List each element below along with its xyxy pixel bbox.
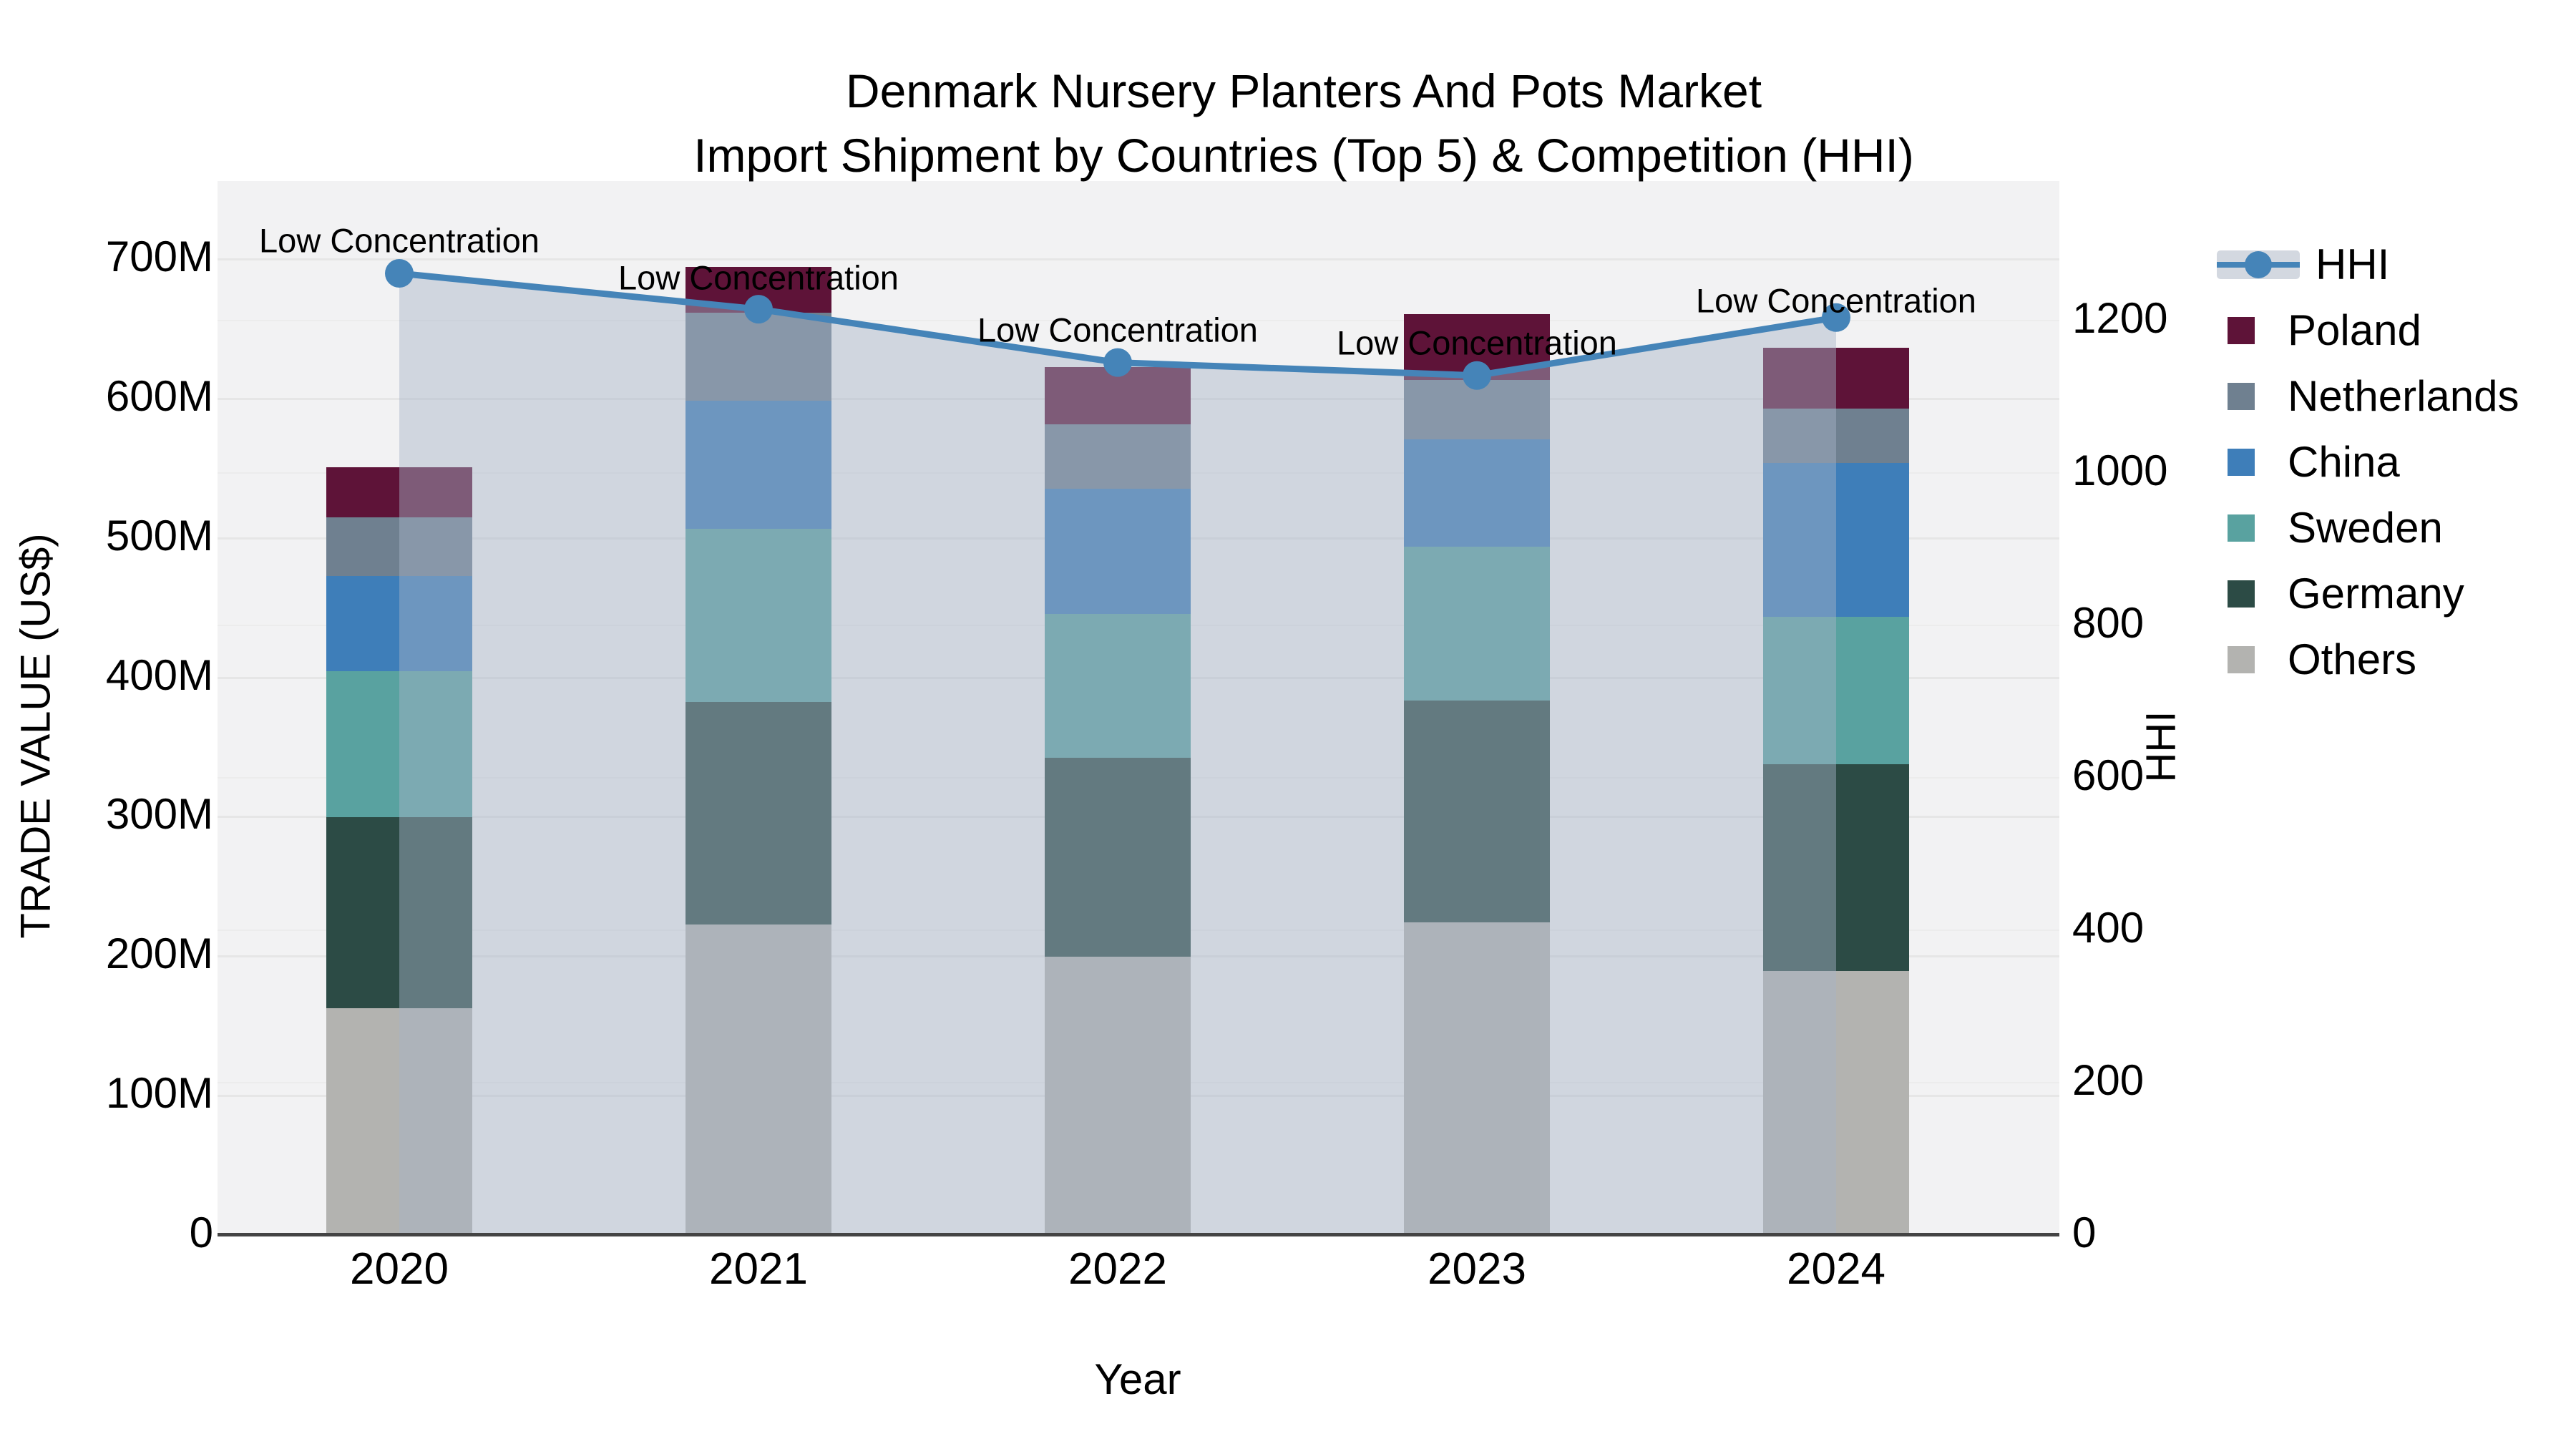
right-tick-1200: 1200 <box>2072 294 2168 342</box>
annotation-low-concentration-2022: Low Concentration <box>977 311 1258 349</box>
legend-label: China <box>2288 438 2400 486</box>
left-tick-400M: 400M <box>105 650 213 699</box>
legend-item-hhi[interactable]: HHI <box>2217 243 2389 286</box>
bar-segment-2023-others[interactable] <box>1404 922 1550 1234</box>
legend-item-germany[interactable]: Germany <box>2217 572 2464 615</box>
legend-label: Netherlands <box>2288 372 2519 420</box>
hhi-marker-2024[interactable] <box>1822 303 1850 332</box>
annotation-low-concentration-2021: Low Concentration <box>618 258 899 297</box>
annotation-low-concentration-2020: Low Concentration <box>259 221 540 260</box>
legend-item-netherlands[interactable]: Netherlands <box>2217 375 2519 418</box>
right-tick-800: 800 <box>2072 599 2145 647</box>
legend-label: HHI <box>2316 240 2390 288</box>
bar-segment-2021-sweden[interactable] <box>686 529 831 702</box>
legend-item-others[interactable]: Others <box>2217 638 2416 681</box>
x-axis-line <box>218 1233 2059 1236</box>
left-axis-title: TRADE VALUE (US$) <box>12 533 59 939</box>
hhi-area-fill <box>399 273 1836 1233</box>
left-tick-0: 0 <box>189 1209 213 1257</box>
bar-segment-2022-sweden[interactable] <box>1045 613 1191 758</box>
bar-segment-2021-china[interactable] <box>686 400 831 530</box>
legend-label: Sweden <box>2288 504 2443 552</box>
chart-title-line2: Import Shipment by Countries (Top 5) & C… <box>693 129 1914 182</box>
legend-swatch-netherlands-icon <box>2228 383 2255 410</box>
legend-swatch-sweden-icon <box>2228 514 2255 542</box>
legend-swatch-germany-icon <box>2228 580 2255 608</box>
x-tick-2023: 2023 <box>1428 1244 1526 1294</box>
bar-segment-2023-germany[interactable] <box>1404 700 1550 922</box>
x-tick-2020: 2020 <box>350 1244 449 1294</box>
right-tick-400: 400 <box>2072 904 2145 952</box>
bar-segment-2024-netherlands[interactable] <box>1763 409 1909 464</box>
left-tick-200M: 200M <box>105 930 213 978</box>
legend-label: Poland <box>2288 306 2421 354</box>
hhi-marker-2020[interactable] <box>385 259 414 288</box>
bar-segment-2023-china[interactable] <box>1404 439 1550 547</box>
legend-item-china[interactable]: China <box>2217 441 2400 484</box>
x-tick-2021: 2021 <box>709 1244 808 1294</box>
bar-segment-2024-poland[interactable] <box>1763 347 1909 409</box>
bar-segment-2022-germany[interactable] <box>1045 757 1191 957</box>
hhi-marker-2023[interactable] <box>1463 361 1491 390</box>
bar-segment-2022-china[interactable] <box>1045 488 1191 614</box>
bar-segment-2021-netherlands[interactable] <box>686 312 831 401</box>
bar-segment-2024-others[interactable] <box>1763 970 1909 1234</box>
bar-segment-2024-sweden[interactable] <box>1763 616 1909 765</box>
bar-segment-2022-netherlands[interactable] <box>1045 424 1191 489</box>
annotation-low-concentration-2024: Low Concentration <box>1696 281 1976 320</box>
right-axis-title: HHI <box>2137 711 2185 783</box>
left-tick-300M: 300M <box>105 790 213 839</box>
left-tick-700M: 700M <box>105 233 213 280</box>
legend-label: Germany <box>2288 570 2464 618</box>
gridline-left <box>218 258 2059 260</box>
bar-segment-2024-china[interactable] <box>1763 463 1909 617</box>
hhi-marker-2021[interactable] <box>744 295 773 324</box>
legend-swatch-china-icon <box>2228 449 2255 476</box>
right-tick-1000: 1000 <box>2072 447 2168 494</box>
left-tick-100M: 100M <box>105 1069 213 1118</box>
bar-segment-2024-germany[interactable] <box>1763 764 1909 971</box>
bar-segment-2020-others[interactable] <box>326 1008 472 1234</box>
bar-segment-2020-germany[interactable] <box>326 817 472 1009</box>
left-tick-600M: 600M <box>105 371 213 420</box>
bar-segment-2021-others[interactable] <box>686 924 831 1234</box>
legend-item-sweden[interactable]: Sweden <box>2217 507 2443 550</box>
legend-swatch-others-icon <box>2228 646 2255 673</box>
right-tick-200: 200 <box>2072 1056 2145 1104</box>
bar-segment-2022-others[interactable] <box>1045 957 1191 1234</box>
left-tick-500M: 500M <box>105 511 213 560</box>
legend-label: Others <box>2288 635 2417 683</box>
bar-segment-2020-poland[interactable] <box>326 467 472 518</box>
chart-title-line1: Denmark Nursery Planters And Pots Market <box>845 64 1762 117</box>
hhi-marker-2022[interactable] <box>1103 348 1132 377</box>
bar-segment-2021-germany[interactable] <box>686 701 831 925</box>
annotation-low-concentration-2023: Low Concentration <box>1337 323 1617 362</box>
right-tick-0: 0 <box>2072 1209 2097 1257</box>
bar-segment-2020-netherlands[interactable] <box>326 517 472 577</box>
legend-swatch-poland-icon <box>2228 317 2255 344</box>
bar-segment-2020-china[interactable] <box>326 576 472 671</box>
bar-segment-2020-sweden[interactable] <box>326 670 472 818</box>
x-axis-title: Year <box>1094 1355 1181 1403</box>
gridline-right <box>218 320 2059 321</box>
bar-segment-2023-sweden[interactable] <box>1404 547 1550 701</box>
legend-item-poland[interactable]: Poland <box>2217 309 2421 352</box>
right-tick-600: 600 <box>2072 751 2145 799</box>
x-tick-2022: 2022 <box>1068 1244 1167 1294</box>
x-tick-2024: 2024 <box>1787 1244 1885 1294</box>
hhi-line-swatch-icon <box>2217 250 2300 279</box>
